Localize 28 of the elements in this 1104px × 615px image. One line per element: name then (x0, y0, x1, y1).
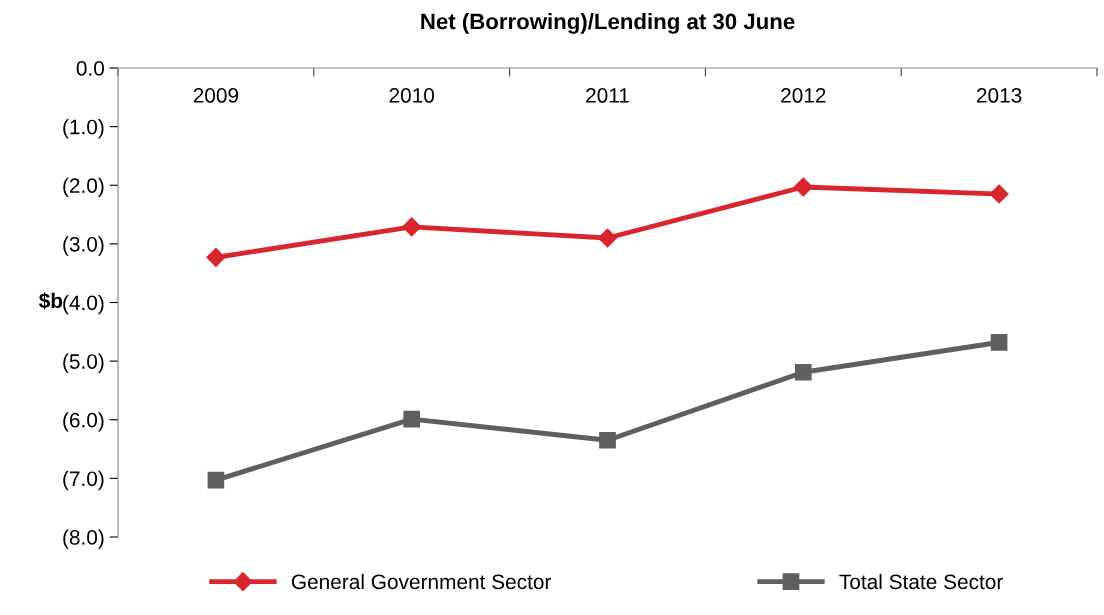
x-tick-label: 2010 (389, 88, 435, 103)
legend-label: General Government Sector (291, 573, 552, 590)
legend-label: Total State Sector (839, 573, 1003, 590)
y-tick-label: (6.0) (63, 412, 104, 432)
chart-title: Net (Borrowing)/Lending at 30 June (421, 13, 795, 34)
y-tick-label: (7.0) (63, 470, 104, 491)
point (403, 410, 421, 428)
point (206, 247, 226, 267)
point (989, 184, 1009, 204)
y-tick-label: (4.0) (63, 294, 104, 315)
point (597, 228, 618, 248)
y-tick-label: (5.0) (63, 353, 104, 373)
point (599, 431, 616, 449)
y-axis-title: $b (38, 292, 63, 310)
y-tick-label: (3.0) (63, 236, 104, 256)
point (402, 217, 422, 237)
x-tick-label: 2013 (976, 88, 1022, 103)
y-tick-label: (1.0) (63, 119, 104, 139)
y-tick-label: 0.0 (76, 61, 104, 76)
point (990, 334, 1008, 351)
point (207, 471, 225, 489)
point (793, 177, 813, 197)
y-tick-label: (8.0) (63, 529, 104, 549)
x-tick-label: 2011 (586, 88, 629, 103)
x-tick-label: 2009 (193, 88, 239, 103)
y-tick-label: (2.0) (63, 177, 104, 198)
point (794, 363, 812, 381)
x-tick-label: 2012 (781, 88, 826, 103)
